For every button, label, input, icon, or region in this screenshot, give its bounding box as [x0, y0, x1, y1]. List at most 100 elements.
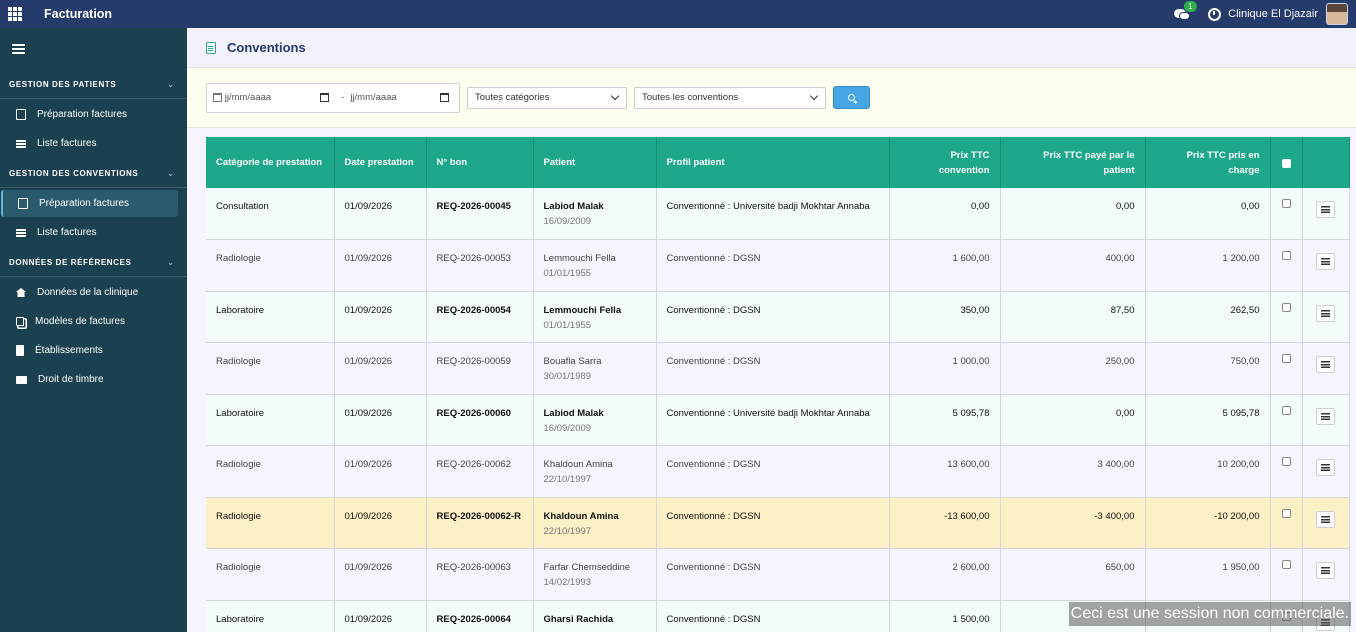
sidebar-item[interactable]: Liste factures	[1, 219, 178, 246]
row-checkbox[interactable]	[1281, 405, 1291, 415]
sidebar-item-label: Liste factures	[37, 138, 97, 149]
sidebar-item-label: Données de la clinique	[37, 287, 139, 298]
cell-patient: Labiod Malak 16/09/2009	[533, 394, 657, 446]
row-actions-button[interactable]	[1316, 304, 1335, 322]
cell-profil: Conventionné : DGSN	[656, 445, 890, 498]
cell-prix-charge: 750,00	[1145, 342, 1271, 395]
cell-category: Radiologie	[206, 239, 335, 292]
table-row[interactable]: Radiologie 01/09/2026 REQ-2026-00053 Lemmou…	[206, 239, 1350, 292]
header-profil[interactable]: Profil patient	[656, 137, 890, 188]
chevron-down-icon: ⌄	[166, 256, 175, 267]
patient-name: Labiod Malak	[543, 201, 604, 212]
date-from-picker-icon[interactable]	[320, 93, 330, 102]
sidebar-item-label: Droit de timbre	[38, 374, 104, 385]
row-actions-button[interactable]	[1316, 201, 1335, 218]
cell-date: 01/09/2026	[334, 548, 427, 601]
copy-icon	[16, 317, 24, 326]
table-row[interactable]: Consultation 01/09/2026 REQ-2026-00045 Labi…	[206, 188, 1350, 240]
row-checkbox[interactable]	[1281, 457, 1291, 466]
table-row[interactable]: Radiologie 01/09/2026 REQ-2026-00062 Khaldo…	[206, 445, 1350, 498]
sidebar-item[interactable]: Établissements	[1, 337, 178, 364]
header-bon[interactable]: N° bon	[426, 137, 534, 188]
clinic-name[interactable]: Clinique El Djazair	[1228, 8, 1318, 20]
sidebar-item[interactable]: Modèles de factures	[1, 308, 178, 335]
sidebar-item-label: Préparation factures	[39, 198, 130, 209]
sidebar: GESTION DES PATIENTS ⌄ Préparation facture…	[0, 28, 187, 632]
table-row[interactable]: Radiologie 01/09/2026 REQ-2026-00059 Bouafi…	[206, 342, 1350, 395]
hamburger-menu-icon[interactable]	[12, 44, 25, 54]
row-actions-button[interactable]	[1316, 562, 1335, 579]
cell-prix-convention: 2 600,00	[889, 548, 1001, 601]
cell-actions	[1302, 497, 1350, 549]
cell-prix-convention: 0,00	[889, 188, 1001, 240]
row-actions-button[interactable]	[1316, 407, 1335, 425]
header-category[interactable]: Catégorie de prestation	[206, 137, 335, 188]
row-checkbox[interactable]	[1281, 508, 1291, 518]
cell-actions	[1302, 342, 1350, 395]
patient-name: Farfar Chemseddine	[543, 562, 631, 573]
cell-profil: Conventionné : DGSN	[656, 548, 890, 601]
apps-grid-icon[interactable]	[8, 7, 22, 21]
cell-category: Radiologie	[206, 548, 335, 601]
sidebar-item[interactable]: Données de la clinique	[1, 279, 178, 306]
date-to-picker-icon[interactable]	[440, 93, 449, 102]
cell-prix-convention: 5 095,78	[889, 394, 1001, 446]
category-select[interactable]: Toutes catégories	[467, 86, 627, 109]
header-prix-patient[interactable]: Prix TTC payé par le patient	[1000, 137, 1146, 188]
date-from-input[interactable]: jj/mm/aaaa	[224, 92, 272, 103]
building-icon	[16, 345, 24, 356]
cell-prix-charge: 1 200,00	[1145, 239, 1271, 292]
list-menu-icon	[1321, 412, 1330, 420]
row-checkbox[interactable]	[1281, 199, 1291, 208]
row-checkbox[interactable]	[1281, 302, 1291, 312]
table-row[interactable]: Radiologie 01/09/2026 REQ-2026-00063 Farfar…	[206, 548, 1350, 601]
cell-prix-patient: -3 400,00	[1000, 497, 1146, 549]
chat-icon[interactable]: 1	[1174, 1, 1197, 21]
cell-select	[1270, 291, 1303, 343]
header-date[interactable]: Date prestation	[334, 137, 427, 188]
table-row[interactable]: Laboratoire 01/09/2026 REQ-2026-00060 Labio…	[206, 394, 1350, 446]
row-actions-button[interactable]	[1316, 510, 1335, 528]
cell-profil: Conventionné : DGSN	[656, 239, 890, 292]
cell-patient: Labiod Malak 16/09/2009	[533, 188, 657, 240]
cell-prix-convention: 1 000,00	[889, 342, 1001, 395]
header-prix-convention[interactable]: Prix TTC convention	[889, 137, 1001, 188]
header-prix-charge[interactable]: Prix TTC pris en charge	[1145, 137, 1271, 188]
sidebar-item[interactable]: Préparation factures	[1, 101, 178, 128]
date-to-input[interactable]: jj/mm/aaaa	[350, 92, 397, 103]
sidebar-section-header[interactable]: DONNÉES DE RÉFÉRENCES ⌄	[0, 248, 187, 277]
convention-select[interactable]: Toutes les conventions	[634, 86, 826, 109]
search-button[interactable]	[833, 86, 870, 109]
header-patient[interactable]: Patient	[533, 137, 657, 188]
table-row[interactable]: Radiologie 01/09/2026 REQ-2026-00062-R Khal…	[206, 497, 1350, 549]
row-actions-button[interactable]	[1316, 459, 1335, 476]
cell-patient: Bouafia Sarra 30/01/1989	[533, 342, 657, 395]
cell-prix-patient: 250,00	[1000, 342, 1146, 395]
row-checkbox[interactable]	[1281, 354, 1291, 363]
row-checkbox[interactable]	[1281, 251, 1291, 260]
clock-icon[interactable]	[1208, 7, 1222, 21]
cell-actions	[1302, 239, 1350, 292]
avatar[interactable]	[1326, 3, 1348, 25]
list-menu-icon	[1321, 361, 1330, 368]
cell-bon: REQ-2026-00045	[426, 188, 534, 240]
table-row[interactable]: Laboratoire 01/09/2026 REQ-2026-00054 Lemmo…	[206, 291, 1350, 343]
sidebar-section-header[interactable]: GESTION DES CONVENTIONS ⌄	[0, 159, 187, 188]
cell-category: Radiologie	[206, 497, 335, 549]
cell-prix-convention: 1 600,00	[889, 239, 1001, 292]
sidebar-item[interactable]: Droit de timbre	[1, 366, 178, 393]
row-actions-button[interactable]	[1316, 253, 1335, 270]
cell-profil: Conventionné : DGSN	[656, 291, 890, 343]
sidebar-item[interactable]: Préparation factures	[1, 190, 178, 217]
convention-select-value: Toutes les conventions	[642, 92, 739, 103]
select-all-checkbox[interactable]	[1281, 159, 1291, 168]
cell-profil: Conventionné : DGSN	[656, 600, 890, 632]
cell-prix-patient: 87,50	[1000, 291, 1146, 343]
sidebar-section-header[interactable]: GESTION DES PATIENTS ⌄	[0, 70, 187, 99]
sidebar-item[interactable]: Liste factures	[1, 130, 178, 157]
row-checkbox[interactable]	[1281, 560, 1291, 569]
table-row[interactable]: Laboratoire 01/09/2026 REQ-2026-00064 Ghars…	[206, 600, 1350, 632]
sidebar-item-label: Préparation factures	[37, 109, 128, 120]
cell-bon: REQ-2026-00053	[426, 239, 534, 292]
row-actions-button[interactable]	[1316, 356, 1335, 373]
